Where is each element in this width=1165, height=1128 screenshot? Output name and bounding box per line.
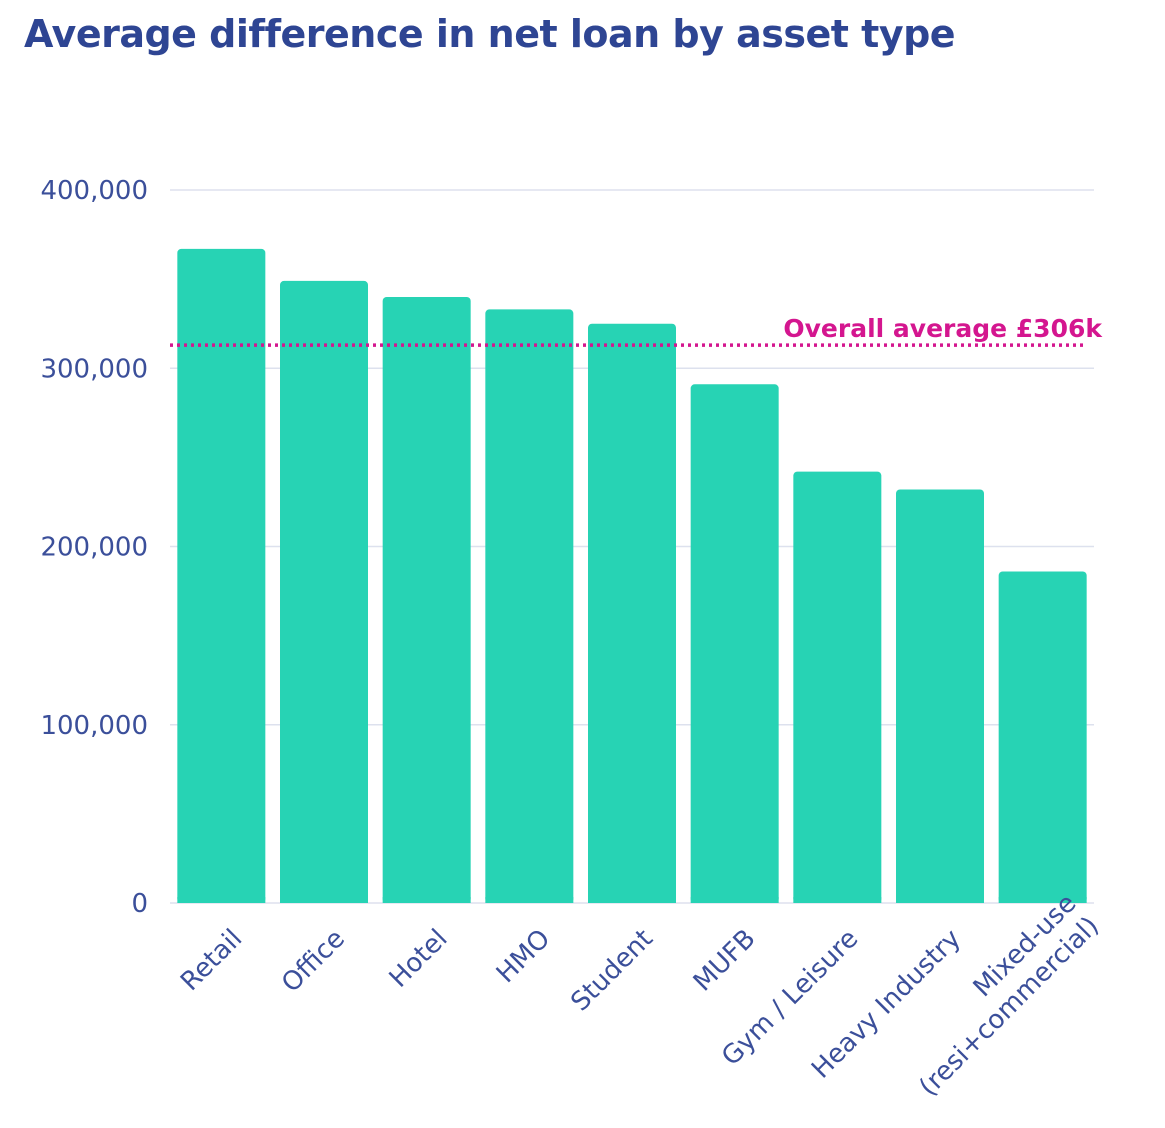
bar-base [896, 897, 984, 903]
y-tick-label: 400,000 [40, 176, 148, 206]
y-tick-label: 200,000 [40, 533, 148, 563]
x-tick-label: HMO [491, 924, 556, 989]
bar-base [793, 897, 882, 903]
bar-base [382, 897, 471, 903]
bars [177, 248, 1087, 904]
average-label: Overall average £306k [783, 314, 1103, 343]
bar-base [690, 897, 779, 903]
y-tick-label: 0 [131, 889, 148, 919]
x-tick-label: MUFB [688, 924, 762, 998]
bar-base [588, 897, 676, 903]
x-tick-label: Hotel [384, 924, 454, 994]
bar [588, 323, 676, 903]
x-tick-label: Office [276, 924, 351, 999]
y-axis-tick-labels: 0 100,000 200,000 300,000 400,000 [40, 176, 148, 919]
x-tick-label: Student [565, 924, 659, 1018]
chart-title: Average difference in net loan by asset … [24, 12, 956, 56]
bar [382, 296, 471, 903]
bar [177, 248, 266, 903]
bar-base [998, 897, 1087, 903]
bar [896, 489, 984, 903]
bar-base [280, 897, 368, 903]
bar [485, 309, 574, 903]
bar [280, 280, 368, 904]
bar [793, 471, 882, 903]
bar-base [177, 897, 266, 903]
x-tick-label: Retail [175, 924, 248, 997]
bar [998, 571, 1087, 903]
y-tick-label: 300,000 [40, 354, 148, 384]
y-tick-label: 100,000 [40, 711, 148, 741]
average-reference: Overall average £306k [170, 314, 1103, 347]
bar-base [485, 897, 574, 903]
bar [690, 384, 779, 904]
x-tick-label: Mixed-use(resi+commercial) [891, 888, 1105, 1102]
